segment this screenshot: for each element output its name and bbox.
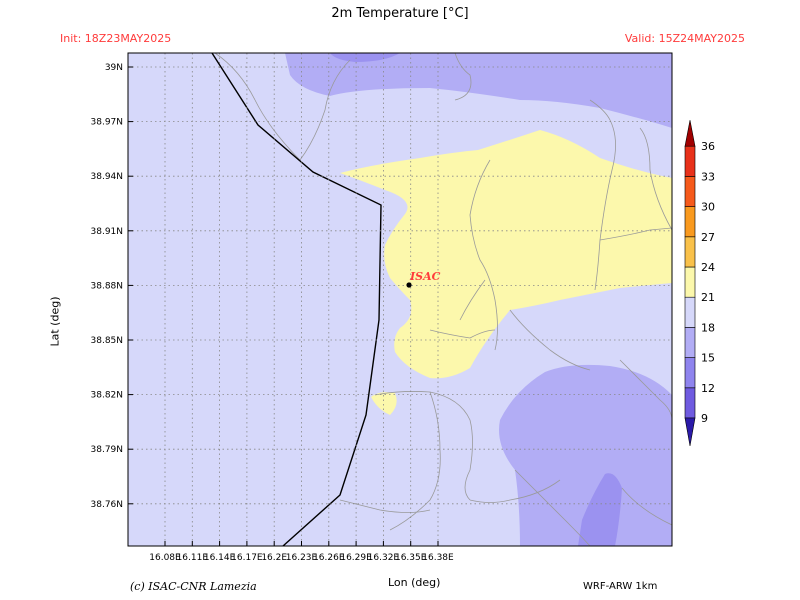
- colorbar-label: 27: [701, 231, 715, 244]
- coastline: [211, 53, 382, 546]
- credit-text: (c) ISAC-CNR Lamezia: [130, 580, 257, 593]
- colorbar-label: 18: [701, 321, 715, 334]
- lat-tick-label: 38.91N: [91, 227, 124, 237]
- map-title: 2m Temperature [°C]: [331, 6, 469, 21]
- colorbar: 9 12 15 18 21 24 27 30 33 36: [684, 120, 715, 447]
- colorbar-label: 15: [701, 352, 715, 365]
- temperature-field-21-islet: [371, 392, 397, 415]
- lat-tick-label: 38.97N: [91, 118, 124, 128]
- lat-tick-label: 38.85N: [91, 336, 124, 346]
- lat-axis: 39N 38.97N 38.94N 38.91N 38.88N 38.85N 38.82N 3…: [91, 63, 133, 510]
- colorbar-label: 24: [701, 261, 715, 274]
- model-label: WRF-ARW 1km: [583, 581, 658, 592]
- colorbar-segment: [684, 236, 696, 268]
- colorbar-segment: [684, 266, 696, 298]
- map-plot-area: [128, 53, 672, 546]
- colorbar-segment: [684, 357, 696, 389]
- colorbar-segment: [684, 206, 696, 238]
- lat-tick-label: 38.94N: [91, 172, 124, 182]
- temperature-field-12-southeast: [578, 473, 622, 546]
- lat-tick-label: 38.79N: [91, 445, 124, 455]
- lon-tick-label: 16.35E: [395, 553, 427, 563]
- colorbar-label: 12: [701, 382, 715, 395]
- lat-tick-label: 38.88N: [91, 281, 124, 291]
- colorbar-segment: [684, 145, 696, 177]
- lon-tick-label: 16.17E: [231, 553, 263, 563]
- lon-tick-label: 16.29E: [340, 553, 372, 563]
- lat-tick-label: 38.82N: [91, 391, 124, 401]
- lon-tick-label: 16.23E: [286, 553, 318, 563]
- colorbar-min-triangle: [684, 417, 696, 447]
- x-axis-label: Lon (deg): [388, 576, 441, 589]
- lon-tick-label: 16.38E: [422, 553, 454, 563]
- station-label: ISAC: [409, 270, 441, 283]
- colorbar-label: 21: [701, 291, 715, 304]
- admin-boundaries: [214, 53, 672, 546]
- init-time-label: Init: 18Z23MAY2025: [60, 32, 172, 45]
- colorbar-segment: [684, 387, 696, 419]
- lat-tick-label: 38.76N: [91, 500, 124, 510]
- colorbar-label: 33: [701, 170, 715, 183]
- lon-tick-label: 16.11E: [177, 553, 209, 563]
- temperature-field-12-north: [330, 53, 400, 62]
- lon-tick-label: 16.32E: [368, 553, 400, 563]
- colorbar-label: 36: [701, 140, 715, 153]
- plot-frame: [127, 52, 673, 547]
- colorbar-max-triangle: [684, 120, 696, 147]
- lon-tick-label: 16.2E: [261, 553, 287, 563]
- colorbar-segment: [684, 176, 696, 207]
- station-marker-icon: [406, 282, 412, 288]
- lon-tick-label: 16.26E: [313, 553, 345, 563]
- lon-axis: 16.08E16.11E16.14E16.17E16.2E16.23E16.26…: [149, 541, 454, 563]
- valid-time-label: Valid: 15Z24MAY2025: [624, 32, 745, 45]
- temperature-field-15-southeast: [499, 364, 672, 546]
- colorbar-segment: [684, 327, 696, 358]
- lon-tick-label: 16.08E: [149, 553, 181, 563]
- temperature-field-15-north: [285, 53, 672, 128]
- colorbar-label: 30: [701, 201, 715, 214]
- colorbar-label: 9: [701, 412, 708, 425]
- lon-tick-label: 16.14E: [204, 553, 236, 563]
- graticule: [128, 53, 672, 546]
- y-axis-label: Lat (deg): [48, 296, 62, 347]
- lat-tick-label: 39N: [105, 63, 123, 73]
- temperature-field-21: [340, 130, 672, 379]
- colorbar-segment: [684, 296, 696, 328]
